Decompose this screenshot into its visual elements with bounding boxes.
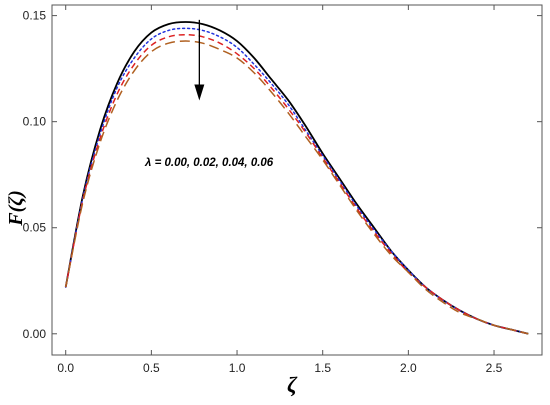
y-tick-label: 0.10: [23, 115, 47, 129]
plot-frame: [52, 5, 542, 355]
x-tick-label: 2.0: [400, 361, 417, 375]
arrow-head: [194, 84, 204, 100]
x-tick-label: 1.0: [229, 361, 246, 375]
arrow-group: [194, 20, 204, 101]
series-line-3: [66, 41, 529, 334]
x-tick-label: 2.5: [486, 361, 503, 375]
series-group: [66, 22, 529, 334]
y-axis-title: F(ζ): [5, 190, 27, 226]
series-line-1: [66, 28, 529, 333]
x-tick-label: 0.5: [143, 361, 160, 375]
x-axis-title: ζ: [287, 372, 298, 397]
annotation-label: λ = 0.00, 0.02, 0.04, 0.06: [144, 157, 274, 169]
x-tick-label: 0.0: [57, 361, 74, 375]
ticks-group: 0.0 0.5 1.0 1.5 2.0 2.50.000.050.100.15: [23, 5, 542, 375]
y-tick-label: 0.00: [23, 327, 47, 341]
x-tick-label: 1.5: [314, 361, 331, 375]
y-tick-label: 0.15: [23, 9, 47, 23]
series-line-2: [66, 35, 529, 334]
